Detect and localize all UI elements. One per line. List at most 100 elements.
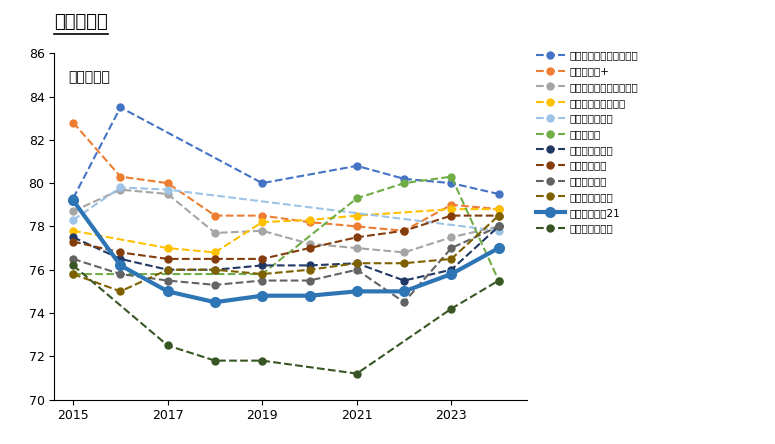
Text: 顧客満足度: 顧客満足度 — [68, 71, 110, 85]
福屋不動産販売 — [163, 343, 172, 348]
野村の付介+ — [68, 120, 78, 125]
大京穴吹不動産 — [163, 187, 172, 192]
Line: 福屋不動産販売: 福屋不動産販売 — [70, 262, 502, 377]
センチュリー21 — [494, 246, 503, 251]
住友不動産販売 — [399, 261, 408, 266]
野村の付介+ — [163, 180, 172, 186]
Line: 大成有楽不動産販売: 大成有楽不動産販売 — [70, 206, 502, 256]
東急リバブル — [210, 256, 219, 262]
東急リバブル — [115, 250, 125, 255]
東急リバブル — [494, 213, 503, 218]
東急リバブル — [352, 234, 361, 240]
野村の付介+ — [305, 219, 314, 225]
三井住友トラスト不動産 — [494, 224, 503, 229]
住友不動産販売 — [210, 267, 219, 273]
長谷工の付介 — [68, 256, 78, 262]
福屋不動産販売 — [210, 358, 219, 363]
三井のリハウス — [115, 256, 125, 262]
野村の付介+ — [257, 213, 267, 218]
近鉄の付介 — [352, 196, 361, 201]
長谷工の付介 — [399, 300, 408, 305]
東急リバブル — [68, 239, 78, 244]
長谷工の付介 — [352, 267, 361, 273]
大京穴吹不動産 — [68, 217, 78, 222]
野村の付介+ — [446, 202, 456, 207]
住友不動産販売 — [305, 267, 314, 273]
住友不動産販売 — [446, 256, 456, 262]
東急リバブル — [446, 213, 456, 218]
長谷工の付介 — [446, 246, 456, 251]
近鉄の付介 — [494, 278, 503, 283]
大京穴吹不動産 — [115, 185, 125, 190]
センチュリー21 — [115, 263, 125, 268]
住友林業ホームサービス — [257, 180, 267, 186]
大成有楽不動産販売 — [446, 206, 456, 212]
三井のリハウス — [305, 263, 314, 268]
野村の付介+ — [115, 174, 125, 179]
福屋不動産販売 — [257, 358, 267, 363]
Line: 大京穴吹不動産: 大京穴吹不動産 — [70, 184, 502, 234]
三井住友トラスト不動産 — [352, 246, 361, 251]
住友不動産販売 — [494, 213, 503, 218]
Line: 住友林業ホームサービス: 住友林業ホームサービス — [70, 104, 502, 202]
三井住友トラスト不動産 — [210, 230, 219, 236]
野村の付介+ — [399, 228, 408, 234]
住友不動産販売 — [115, 289, 125, 294]
住友林業ホームサービス — [68, 196, 78, 201]
長谷工の付介 — [115, 271, 125, 277]
Line: 野村の付介+: 野村の付介+ — [70, 119, 502, 234]
三井住友トラスト不動産 — [163, 191, 172, 197]
住友不動産販売 — [352, 261, 361, 266]
東急リバブル — [257, 256, 267, 262]
大成有楽不動産販売 — [494, 206, 503, 212]
三井のリハウス — [494, 224, 503, 229]
Text: マンション: マンション — [54, 13, 108, 32]
三井のリハウス — [352, 261, 361, 266]
三井住友トラスト不動産 — [257, 228, 267, 234]
福屋不動産販売 — [446, 306, 456, 311]
大成有楽不動産販売 — [305, 217, 314, 222]
センチュリー21 — [446, 271, 456, 277]
大成有楽不動産販売 — [352, 213, 361, 218]
センチュリー21 — [163, 289, 172, 294]
近鉄の付介 — [257, 271, 267, 277]
Line: 三井のリハウス: 三井のリハウス — [70, 223, 502, 284]
近鉄の付介 — [446, 174, 456, 179]
三井のリハウス — [446, 267, 456, 273]
センチュリー21 — [210, 300, 219, 305]
三井のリハウス — [257, 263, 267, 268]
Line: 長谷工の付介: 長谷工の付介 — [70, 223, 502, 305]
福屋不動産販売 — [494, 278, 503, 283]
三井住友トラスト不動産 — [446, 234, 456, 240]
大京穴吹不動産 — [494, 228, 503, 234]
長谷工の付介 — [494, 224, 503, 229]
住友林業ホームサービス — [352, 163, 361, 169]
センチュリー21 — [352, 289, 361, 294]
大成有楽不動産販売 — [210, 250, 219, 255]
野村の付介+ — [494, 206, 503, 212]
住友林業ホームサービス — [494, 191, 503, 197]
住友不動産販売 — [257, 271, 267, 277]
三井のリハウス — [163, 267, 172, 273]
住友不動産販売 — [163, 267, 172, 273]
長谷工の付介 — [163, 278, 172, 283]
長谷工の付介 — [257, 278, 267, 283]
Line: 近鉄の付介: 近鉄の付介 — [70, 173, 502, 284]
近鉄の付介 — [68, 271, 78, 277]
三井住友トラスト不動産 — [399, 250, 408, 255]
大成有楽不動産販売 — [68, 228, 78, 234]
長谷工の付介 — [305, 278, 314, 283]
三井住友トラスト不動産 — [115, 187, 125, 192]
センチュリー21 — [305, 293, 314, 298]
Line: センチュリー21: センチュリー21 — [68, 196, 504, 307]
住友林業ホームサービス — [446, 180, 456, 186]
Legend: 住友林業ホームサービス, 野村の付介+, 三井住友トラスト不動産, 大成有楽不動産販売, 大京穴吹不動産, 近鉄の付介, 三井のリハウス, 東急リバブル, 長谷: 住友林業ホームサービス, 野村の付介+, 三井住友トラスト不動産, 大成有楽不動… — [532, 46, 642, 238]
東急リバブル — [305, 246, 314, 251]
三井のリハウス — [399, 278, 408, 283]
Line: 住友不動産販売: 住友不動産販売 — [70, 212, 502, 295]
センチュリー21 — [68, 198, 78, 203]
大成有楽不動産販売 — [163, 246, 172, 251]
野村の付介+ — [352, 224, 361, 229]
三井のリハウス — [68, 234, 78, 240]
三井のリハウス — [210, 267, 219, 273]
